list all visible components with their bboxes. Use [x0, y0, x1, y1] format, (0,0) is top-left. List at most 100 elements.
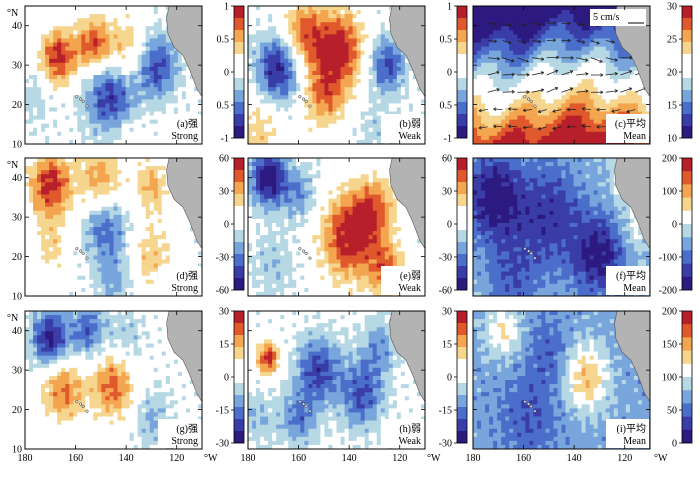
colorbar-swatch — [682, 18, 692, 30]
panel-subtitle: Mean — [623, 436, 646, 447]
island-marker — [305, 252, 308, 255]
colorbar-swatch — [457, 170, 467, 182]
colorbar-swatch — [234, 126, 244, 138]
colorbar-swatch — [457, 158, 467, 170]
colorbar-tick-label: 15 — [442, 340, 452, 351]
panel-title: (g)强 — [176, 423, 198, 435]
colorbar-tick-label: 150 — [662, 340, 677, 351]
lat-unit-label: °N — [7, 313, 18, 324]
lon-tick-label: 140 — [119, 453, 134, 464]
panel-title: (a)强 — [177, 118, 198, 130]
colorbar-swatch — [234, 371, 244, 383]
colorbar-tick-label: -100 — [659, 253, 677, 264]
colorbar-tick-label: 200 — [662, 154, 677, 165]
colorbar-swatch — [234, 182, 244, 194]
colorbar-swatch — [457, 311, 467, 323]
lon-unit-label: °W — [654, 453, 668, 464]
island-marker — [305, 100, 308, 103]
colorbar-swatch — [457, 6, 467, 18]
colorbar-swatch — [457, 419, 467, 431]
colorbar-swatch — [457, 371, 467, 383]
panel-title: (e)弱 — [400, 270, 421, 282]
lat-tick-label: 40 — [12, 326, 22, 337]
colorbar-swatch — [457, 323, 467, 335]
colorbar-swatch — [457, 347, 467, 359]
island-marker — [299, 247, 302, 250]
colorbar-swatch — [234, 194, 244, 206]
colorbar-swatch — [682, 66, 692, 78]
lat-unit-label: °N — [7, 8, 18, 19]
colorbar-tick-label: 0 — [447, 68, 452, 79]
colorbar-swatch — [457, 18, 467, 30]
lat-tick-label: 40 — [12, 21, 22, 32]
colorbar-swatch — [682, 311, 692, 325]
island-marker — [79, 250, 82, 253]
lat-tick-label: 20 — [12, 100, 22, 111]
colorbar-tick-label: -30 — [216, 253, 229, 264]
colorbar-tick-label: 20 — [667, 68, 677, 79]
colorbar-tick-label: 15 — [667, 101, 677, 112]
colorbar-swatch — [234, 407, 244, 419]
island-marker — [309, 105, 312, 108]
colorbar-tick-label: 0.5 — [217, 101, 230, 112]
colorbar-tick-label: 30 — [219, 187, 229, 198]
lon-tick-label: 180 — [18, 453, 33, 464]
colorbar-swatch — [234, 323, 244, 335]
lon-tick-label: 120 — [169, 453, 184, 464]
island-marker — [530, 252, 533, 255]
panel-title: (b)弱 — [399, 118, 421, 130]
colorbar-swatch — [457, 278, 467, 290]
colorbar-swatch — [457, 194, 467, 206]
colorbar-tick-label: 0 — [224, 220, 229, 231]
colorbar-swatch — [682, 417, 692, 431]
island-marker — [76, 95, 79, 98]
panel-subtitle: Strong — [171, 283, 198, 294]
colorbar-swatch — [682, 30, 692, 42]
colorbar-swatch — [457, 114, 467, 126]
colorbar-swatch — [234, 311, 244, 323]
colorbar-tick-label: 0 — [224, 373, 229, 384]
colorbar-swatch — [234, 383, 244, 395]
lat-tick-label: 10 — [12, 292, 22, 303]
colorbar-tick-label: -15 — [216, 406, 229, 417]
colorbar-swatch — [234, 42, 244, 54]
colorbar-tick-label: 30 — [219, 307, 229, 318]
colorbar-swatch — [682, 224, 692, 238]
colorbar-tick-label: 0.5 — [440, 35, 453, 46]
lon-tick-label: 160 — [68, 453, 83, 464]
colorbar-swatch — [234, 114, 244, 126]
lat-unit-label: °N — [7, 160, 18, 171]
island-marker — [76, 247, 79, 250]
colorbar-swatch — [457, 54, 467, 66]
panel-subtitle: Weak — [398, 436, 421, 447]
panel-title: (f)平均 — [616, 270, 646, 282]
panel-subtitle: Mean — [623, 131, 646, 142]
colorbar-b: 10.500.5-1 — [440, 2, 468, 145]
colorbar-swatch — [682, 114, 692, 126]
colorbar-swatch — [234, 347, 244, 359]
colorbar-swatch — [234, 66, 244, 78]
colorbar-tick-label: 0.5 — [440, 101, 453, 112]
colorbar-swatch — [457, 242, 467, 254]
colorbar-swatch — [682, 277, 692, 291]
colorbar-swatch — [457, 254, 467, 266]
island-marker — [527, 250, 530, 253]
island-marker — [530, 405, 533, 408]
colorbar-swatch — [682, 158, 692, 172]
lon-unit-label: °W — [204, 453, 218, 464]
colorbar-swatch — [457, 359, 467, 371]
island-marker — [82, 252, 85, 255]
colorbar-swatch — [457, 182, 467, 194]
colorbar-swatch — [682, 337, 692, 351]
colorbar-swatch — [682, 54, 692, 66]
lat-tick-label: 20 — [12, 405, 22, 416]
lon-tick-label: 120 — [392, 453, 407, 464]
